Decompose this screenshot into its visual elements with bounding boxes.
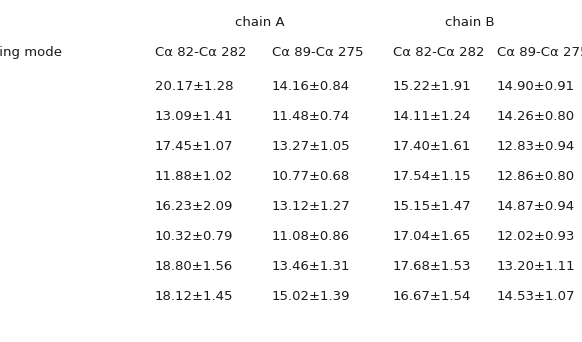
Text: 17.68±1.53: 17.68±1.53 xyxy=(393,260,471,273)
Text: 14.90±0.91: 14.90±0.91 xyxy=(497,80,575,93)
Text: 17.04±1.65: 17.04±1.65 xyxy=(393,230,471,243)
Text: 15.15±1.47: 15.15±1.47 xyxy=(393,200,471,213)
Text: 18.80±1.56: 18.80±1.56 xyxy=(155,260,233,273)
Text: chain A: chain A xyxy=(235,16,285,29)
Text: Cα 89-Cα 275: Cα 89-Cα 275 xyxy=(497,46,582,59)
Text: 11.48±0.74: 11.48±0.74 xyxy=(272,110,350,123)
Text: 15.02±1.39: 15.02±1.39 xyxy=(272,290,350,303)
Text: 10.32±0.79: 10.32±0.79 xyxy=(155,230,233,243)
Text: 11.08±0.86: 11.08±0.86 xyxy=(272,230,350,243)
Text: 11.88±1.02: 11.88±1.02 xyxy=(155,170,233,183)
Text: Cα 82-Cα 282: Cα 82-Cα 282 xyxy=(155,46,247,59)
Text: 16.67±1.54: 16.67±1.54 xyxy=(393,290,471,303)
Text: 13.46±1.31: 13.46±1.31 xyxy=(272,260,350,273)
Text: 13.27±1.05: 13.27±1.05 xyxy=(272,140,350,153)
Text: 17.40±1.61: 17.40±1.61 xyxy=(393,140,471,153)
Text: Cα 89-Cα 275: Cα 89-Cα 275 xyxy=(272,46,364,59)
Text: 13.12±1.27: 13.12±1.27 xyxy=(272,200,351,213)
Text: 14.87±0.94: 14.87±0.94 xyxy=(497,200,575,213)
Text: 18.12±1.45: 18.12±1.45 xyxy=(155,290,233,303)
Text: binding mode: binding mode xyxy=(0,46,62,59)
Text: 13.09±1.41: 13.09±1.41 xyxy=(155,110,233,123)
Text: 13.20±1.11: 13.20±1.11 xyxy=(497,260,576,273)
Text: 12.02±0.93: 12.02±0.93 xyxy=(497,230,576,243)
Text: 16.23±2.09: 16.23±2.09 xyxy=(155,200,233,213)
Text: 14.26±0.80: 14.26±0.80 xyxy=(497,110,575,123)
Text: 12.86±0.80: 12.86±0.80 xyxy=(497,170,575,183)
Text: 15.22±1.91: 15.22±1.91 xyxy=(393,80,471,93)
Text: 14.11±1.24: 14.11±1.24 xyxy=(393,110,471,123)
Text: chain B: chain B xyxy=(445,16,495,29)
Text: 12.83±0.94: 12.83±0.94 xyxy=(497,140,575,153)
Text: 10.77±0.68: 10.77±0.68 xyxy=(272,170,350,183)
Text: 14.53±1.07: 14.53±1.07 xyxy=(497,290,576,303)
Text: 17.54±1.15: 17.54±1.15 xyxy=(393,170,471,183)
Text: Cα 82-Cα 282: Cα 82-Cα 282 xyxy=(393,46,484,59)
Text: 20.17±1.28: 20.17±1.28 xyxy=(155,80,233,93)
Text: 14.16±0.84: 14.16±0.84 xyxy=(272,80,350,93)
Text: 17.45±1.07: 17.45±1.07 xyxy=(155,140,233,153)
